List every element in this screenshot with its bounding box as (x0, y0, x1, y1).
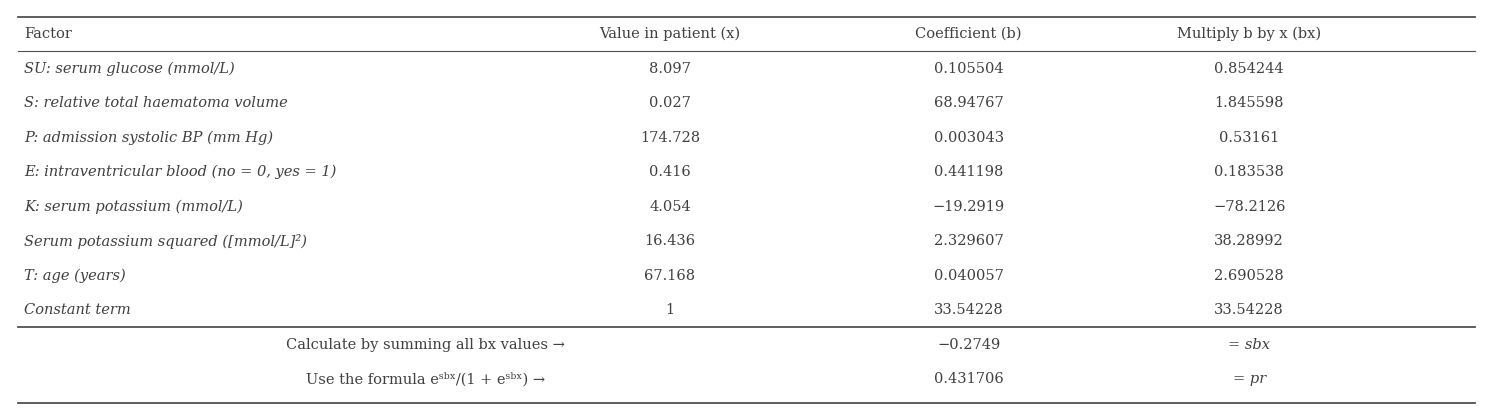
Text: 0.416: 0.416 (649, 165, 691, 179)
Text: Value in patient (x): Value in patient (x) (599, 27, 741, 41)
Text: Serum potassium squared ([mmol/L]²): Serum potassium squared ([mmol/L]²) (24, 234, 306, 249)
Text: Factor: Factor (24, 27, 72, 41)
Text: −78.2126: −78.2126 (1212, 200, 1285, 213)
Text: Multiply b by x (bx): Multiply b by x (bx) (1176, 27, 1321, 41)
Text: = sbx: = sbx (1229, 338, 1271, 352)
Text: 0.003043: 0.003043 (933, 131, 1003, 144)
Text: 174.728: 174.728 (640, 131, 700, 144)
Text: Calculate by summing all bx values →: Calculate by summing all bx values → (287, 338, 566, 352)
Text: 16.436: 16.436 (645, 234, 696, 248)
Text: 8.097: 8.097 (649, 62, 691, 76)
Text: 0.441198: 0.441198 (935, 165, 1003, 179)
Text: 1: 1 (666, 303, 675, 317)
Text: 67.168: 67.168 (645, 268, 696, 283)
Text: 0.431706: 0.431706 (933, 372, 1003, 386)
Text: P: admission systolic BP (mm Hg): P: admission systolic BP (mm Hg) (24, 130, 273, 145)
Text: E: intraventricular blood (no = 0, yes = 1): E: intraventricular blood (no = 0, yes =… (24, 165, 336, 179)
Text: 0.040057: 0.040057 (933, 268, 1003, 283)
Text: 0.854244: 0.854244 (1214, 62, 1284, 76)
Text: 33.54228: 33.54228 (933, 303, 1003, 317)
Text: = pr: = pr (1233, 372, 1266, 386)
Text: 4.054: 4.054 (649, 200, 691, 213)
Text: 0.105504: 0.105504 (935, 62, 1003, 76)
Text: 0.53161: 0.53161 (1220, 131, 1280, 144)
Text: Coefficient (b): Coefficient (b) (915, 27, 1023, 41)
Text: SU: serum glucose (mmol/L): SU: serum glucose (mmol/L) (24, 61, 234, 76)
Text: Use the formula eˢᵇˣ/(1 + eˢᵇˣ) →: Use the formula eˢᵇˣ/(1 + eˢᵇˣ) → (306, 372, 545, 386)
Text: 0.027: 0.027 (649, 96, 691, 110)
Text: 2.690528: 2.690528 (1214, 268, 1284, 283)
Text: T: age (years): T: age (years) (24, 268, 125, 283)
Text: 33.54228: 33.54228 (1214, 303, 1284, 317)
Text: 0.183538: 0.183538 (1214, 165, 1284, 179)
Text: 38.28992: 38.28992 (1214, 234, 1284, 248)
Text: 1.845598: 1.845598 (1214, 96, 1284, 110)
Text: −0.2749: −0.2749 (938, 338, 1000, 352)
Text: Constant term: Constant term (24, 303, 130, 317)
Text: S: relative total haematoma volume: S: relative total haematoma volume (24, 96, 288, 110)
Text: 2.329607: 2.329607 (933, 234, 1003, 248)
Text: K: serum potassium (mmol/L): K: serum potassium (mmol/L) (24, 200, 243, 214)
Text: −19.2919: −19.2919 (933, 200, 1005, 213)
Text: 68.94767: 68.94767 (933, 96, 1003, 110)
